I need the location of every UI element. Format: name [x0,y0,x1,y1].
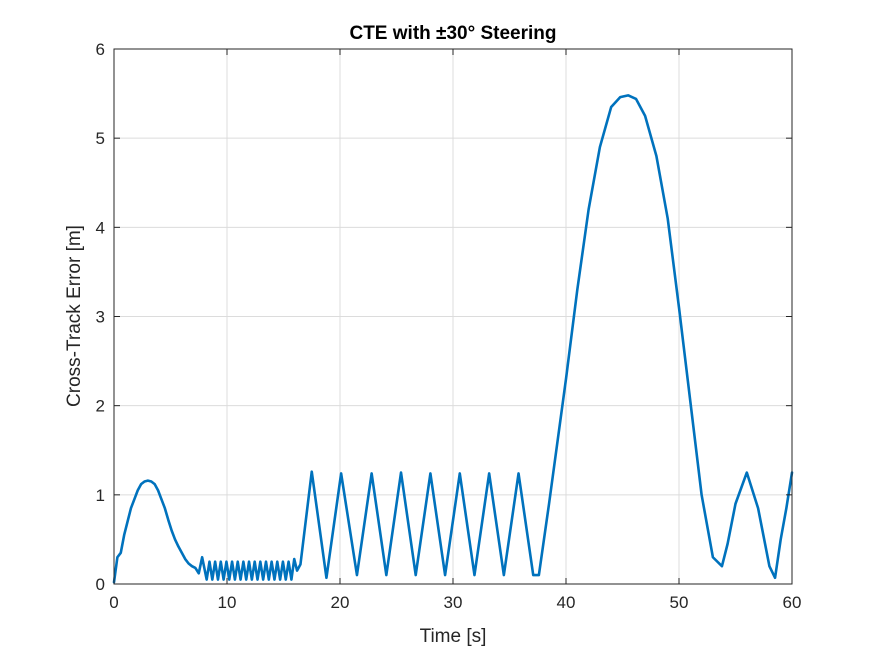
y-axis-label: Cross-Track Error [m] [64,225,85,407]
x-tick-label: 20 [331,593,350,612]
y-tick-label: 1 [96,486,105,505]
tick-marks [113,48,793,585]
x-tick-labels: 0 10 20 30 40 50 60 [109,593,801,612]
y-tick-label: 4 [96,218,105,237]
x-tick-label: 30 [444,593,463,612]
y-tick-labels: 0 1 2 3 4 5 6 [96,40,105,594]
y-tick-label: 6 [96,40,105,59]
series-line-0 [112,94,794,584]
y-tick-label: 5 [96,129,105,148]
x-tick-label: 40 [557,593,576,612]
data-layer [112,94,794,584]
x-tick-label: 10 [218,593,237,612]
x-axis-label: Time [s] [420,626,487,647]
chart-title: CTE with ±30° Steering [349,23,556,44]
y-tick-label: 0 [96,575,105,594]
x-tick-label: 50 [670,593,689,612]
y-tick-label: 3 [96,308,105,327]
x-tick-label: 0 [109,593,118,612]
x-tick-label: 60 [783,593,802,612]
y-tick-label: 2 [96,397,105,416]
